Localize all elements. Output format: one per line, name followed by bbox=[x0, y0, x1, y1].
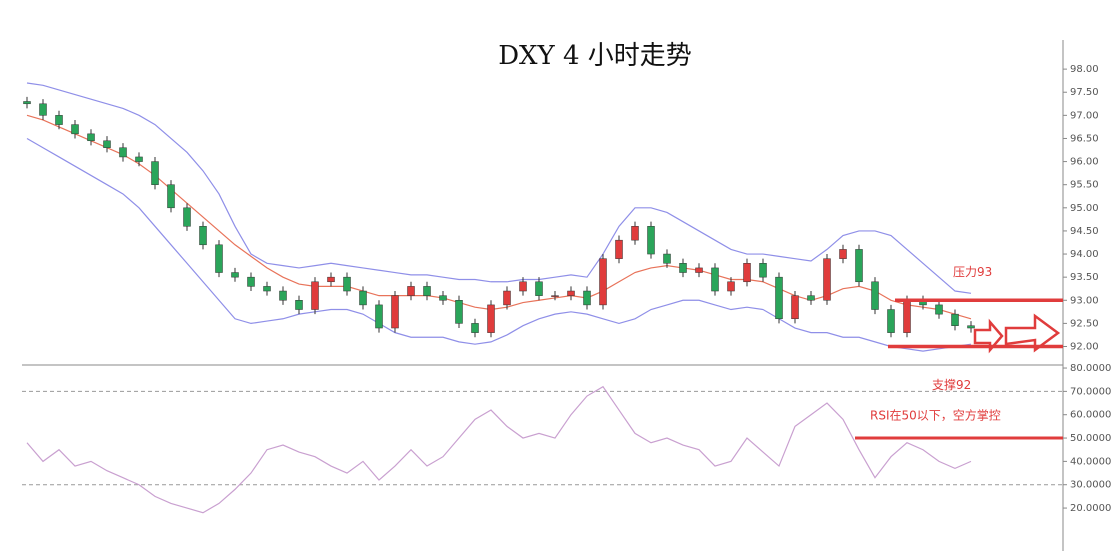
y-tick-label: 70.0000 bbox=[1070, 386, 1111, 397]
candle-body bbox=[759, 263, 767, 278]
candle-body bbox=[839, 249, 847, 259]
band-line bbox=[26, 137, 972, 352]
y-tick-label: 95.00 bbox=[1070, 203, 1099, 214]
y-tick-label: 94.00 bbox=[1070, 249, 1099, 260]
candle-body bbox=[775, 276, 783, 320]
candle-body bbox=[151, 161, 159, 185]
candle-body bbox=[359, 290, 367, 306]
y-tick-label: 97.00 bbox=[1070, 110, 1099, 121]
rsi-line bbox=[26, 385, 972, 514]
candle-body bbox=[567, 290, 575, 296]
candle-body bbox=[807, 295, 815, 301]
candle-body bbox=[39, 103, 47, 116]
candle-body bbox=[631, 226, 639, 241]
y-tick-label: 93.00 bbox=[1070, 295, 1099, 306]
candle-body bbox=[407, 286, 415, 296]
candle-body bbox=[279, 290, 287, 301]
candle-body bbox=[519, 281, 527, 292]
candle-body bbox=[871, 281, 879, 310]
candle-body bbox=[743, 263, 751, 283]
y-tick-label: 30.0000 bbox=[1070, 480, 1111, 491]
candle-body bbox=[263, 286, 271, 292]
candle-body bbox=[967, 325, 975, 329]
candle-body bbox=[455, 300, 463, 324]
candle-body bbox=[679, 263, 687, 273]
candle-body bbox=[23, 101, 31, 105]
candle-body bbox=[231, 272, 239, 278]
y-tick-label: 97.50 bbox=[1070, 87, 1099, 98]
candle-body bbox=[791, 295, 799, 320]
y-tick-label: 92.00 bbox=[1070, 342, 1099, 353]
candle-body bbox=[599, 258, 607, 306]
arrow bbox=[973, 318, 1004, 354]
y-tick-label: 96.50 bbox=[1070, 133, 1099, 144]
candle-body bbox=[503, 290, 511, 306]
y-tick-label: 80.0000 bbox=[1070, 363, 1111, 374]
candle-body bbox=[711, 267, 719, 292]
candle-body bbox=[903, 300, 911, 333]
candle-body bbox=[55, 115, 63, 125]
candle-body bbox=[647, 226, 655, 255]
candle-body bbox=[295, 300, 303, 310]
level-label: 压力93 bbox=[953, 265, 992, 279]
candle-body bbox=[135, 156, 143, 162]
candle-body bbox=[391, 295, 399, 329]
candle-body bbox=[327, 276, 335, 283]
candle-body bbox=[727, 281, 735, 292]
candle-body bbox=[487, 304, 495, 333]
candle-body bbox=[615, 239, 623, 259]
y-tick-label: 40.0000 bbox=[1070, 456, 1111, 467]
candle-body bbox=[423, 286, 431, 296]
candle-body bbox=[375, 304, 383, 329]
candle-body bbox=[103, 140, 111, 148]
candle-body bbox=[119, 147, 127, 158]
candle-body bbox=[247, 276, 255, 287]
candle-body bbox=[551, 295, 559, 297]
level-label: RSI在50以下，空方掌控 bbox=[870, 408, 1001, 423]
y-tick-label: 92.50 bbox=[1070, 318, 1099, 329]
candle-body bbox=[311, 281, 319, 310]
candle-body bbox=[439, 295, 447, 301]
candle-body bbox=[935, 304, 943, 315]
candle-body bbox=[167, 184, 175, 209]
candle-body bbox=[471, 323, 479, 333]
y-tick-label: 94.50 bbox=[1070, 226, 1099, 237]
candle-body bbox=[535, 281, 543, 296]
y-tick-label: 95.50 bbox=[1070, 180, 1099, 191]
band-line bbox=[26, 82, 972, 294]
candle-body bbox=[183, 207, 191, 227]
y-tick-label: 50.0000 bbox=[1070, 433, 1111, 444]
chart-title: DXY 4 小时走势 bbox=[498, 41, 692, 71]
candle-body bbox=[343, 276, 351, 292]
candle-body bbox=[87, 133, 95, 142]
candle-body bbox=[663, 253, 671, 264]
arrow bbox=[1004, 313, 1061, 353]
y-tick-label: 60.0000 bbox=[1070, 410, 1111, 421]
candle-body bbox=[823, 258, 831, 301]
candle-body bbox=[71, 124, 79, 135]
y-tick-label: 93.50 bbox=[1070, 272, 1099, 283]
arrows bbox=[973, 313, 1061, 354]
candle-body bbox=[199, 226, 207, 246]
candle-body bbox=[583, 290, 591, 306]
candle-body bbox=[855, 249, 863, 283]
candle-body bbox=[887, 309, 895, 333]
candle-body bbox=[951, 313, 959, 326]
y-tick-label: 98.00 bbox=[1070, 64, 1099, 75]
y-tick-label: 96.00 bbox=[1070, 157, 1099, 168]
candle-body bbox=[695, 267, 703, 273]
level-label: 支撑92 bbox=[932, 377, 971, 392]
y-tick-label: 20.0000 bbox=[1070, 503, 1111, 514]
candle-body bbox=[215, 244, 223, 273]
